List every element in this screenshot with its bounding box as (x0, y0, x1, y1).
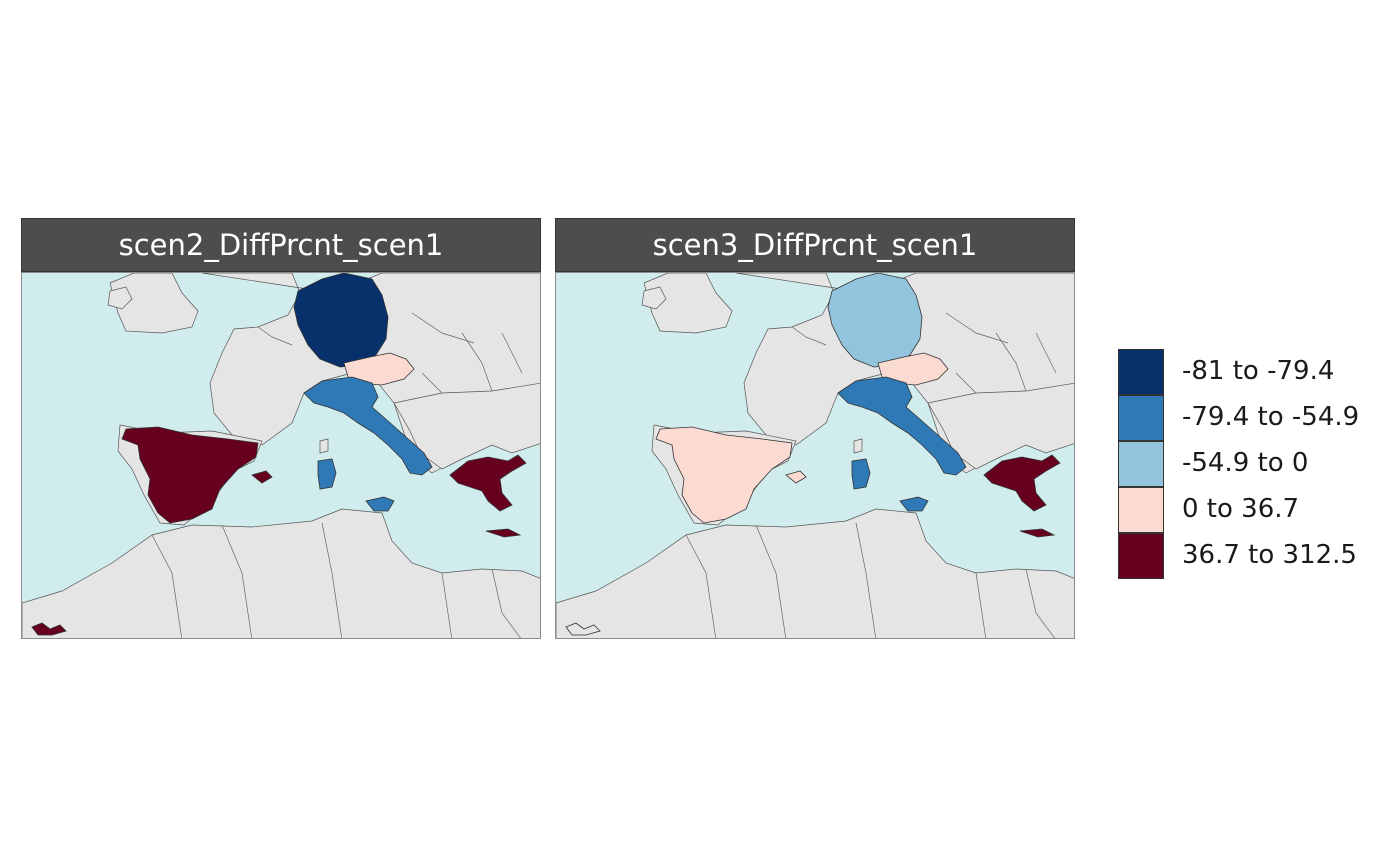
legend-item: 36.7 to 312.5 (1118, 533, 1378, 579)
panel-title-strip: scen3_DiffPrcnt_scen1 (555, 218, 1075, 272)
region-spain (655, 426, 793, 524)
region-italy (837, 376, 967, 476)
ireland-landmass (107, 286, 133, 310)
country-border (995, 332, 1027, 392)
legend-swatch (1118, 441, 1164, 487)
panel-title-strip: scen2_DiffPrcnt_scen1 (21, 218, 541, 272)
uk-landmass (109, 273, 199, 334)
legend-swatch (1118, 395, 1164, 441)
country-border (755, 524, 787, 638)
region-balearic (785, 470, 807, 484)
country-border (221, 524, 253, 638)
country-border (1035, 332, 1057, 374)
legend-label: 0 to 36.7 (1182, 494, 1300, 524)
legend-swatch (1118, 533, 1164, 579)
legend-item: -79.4 to -54.9 (1118, 395, 1378, 441)
region-germany (827, 273, 923, 368)
legend-item: -54.9 to 0 (1118, 441, 1378, 487)
north-africa-landmass (22, 508, 540, 638)
sardinia-corsica-landmass (319, 438, 329, 454)
uk-landmass (643, 273, 733, 334)
legend-item: 0 to 36.7 (1118, 487, 1378, 533)
country-border (491, 568, 521, 638)
map-area (555, 272, 1075, 639)
country-border (975, 572, 987, 638)
country-border (321, 522, 343, 638)
legend-swatch (1118, 487, 1164, 533)
region-sardinia (317, 458, 337, 490)
region-canary (565, 622, 601, 636)
region-sicily (899, 496, 929, 512)
legend-label: -81 to -79.4 (1182, 356, 1335, 386)
region-canary (31, 622, 67, 636)
country-border (791, 326, 827, 346)
country-border (685, 534, 717, 638)
region-spain (121, 426, 259, 524)
map-area (21, 272, 541, 639)
north-africa-landmass (556, 508, 1074, 638)
country-border (1025, 568, 1055, 638)
sardinia-corsica-landmass (853, 438, 863, 454)
region-italy (303, 376, 433, 476)
country-border (501, 332, 523, 374)
country-border (945, 312, 1009, 344)
panel-title: scen3_DiffPrcnt_scen1 (652, 228, 978, 262)
map-panel-scen3: scen3_DiffPrcnt_scen1 (555, 218, 1075, 639)
country-border (441, 572, 453, 638)
country-border (955, 372, 977, 394)
country-border (421, 372, 443, 394)
region-crete (1019, 528, 1056, 538)
region-greece (983, 454, 1061, 512)
legend-label: -79.4 to -54.9 (1182, 402, 1360, 432)
country-border (461, 332, 493, 392)
region-sardinia (851, 458, 871, 490)
country-border (411, 312, 475, 344)
panel-title: scen2_DiffPrcnt_scen1 (118, 228, 444, 262)
country-border (855, 522, 877, 638)
country-border (151, 534, 183, 638)
ireland-landmass (641, 286, 667, 310)
region-sicily (365, 496, 395, 512)
legend-label: -54.9 to 0 (1182, 448, 1309, 478)
legend-swatch (1118, 349, 1164, 395)
legend-item: -81 to -79.4 (1118, 349, 1378, 395)
region-balearic (251, 470, 273, 484)
region-crete (485, 528, 522, 538)
legend-label: 36.7 to 312.5 (1182, 540, 1357, 570)
country-border (257, 326, 293, 346)
region-germany (293, 273, 389, 368)
map-panel-scen2: scen2_DiffPrcnt_scen1 (21, 218, 541, 639)
europe-map-svg (22, 273, 540, 638)
europe-map-svg (556, 273, 1074, 638)
region-greece (449, 454, 527, 512)
